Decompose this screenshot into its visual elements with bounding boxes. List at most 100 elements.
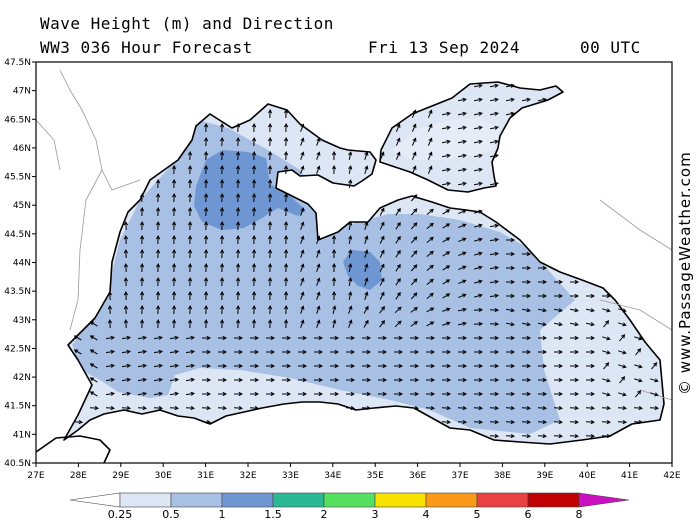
- wave-arrow: [473, 97, 483, 102]
- wave-arrow: [139, 318, 145, 329]
- wave-arrow: [474, 279, 483, 284]
- wave-arrow: [410, 320, 419, 327]
- wave-arrow: [473, 307, 484, 313]
- wave-arrow: [362, 391, 372, 397]
- wave-arrow: [378, 349, 388, 355]
- wave-arrow: [169, 363, 180, 368]
- wave-arrow: [427, 137, 433, 146]
- wave-arrow: [379, 319, 386, 328]
- wave-arrow: [618, 392, 627, 397]
- wave-arrow: [139, 304, 145, 315]
- wave-arrow: [300, 263, 305, 272]
- wave-arrow: [411, 109, 417, 118]
- wave-arrow: [395, 151, 401, 160]
- wave-arrow: [489, 181, 499, 186]
- wave-arrow: [442, 251, 451, 257]
- wave-arrow: [537, 322, 547, 327]
- wave-arrow: [153, 349, 164, 354]
- wave-arrow: [442, 377, 452, 383]
- wave-arrow: [203, 304, 209, 315]
- wave-arrow: [474, 251, 483, 256]
- colorbar-swatch: [323, 492, 376, 508]
- wave-arrow: [300, 221, 305, 230]
- wave-arrow: [283, 122, 289, 133]
- wave-arrow: [267, 318, 273, 329]
- wave-arrow: [121, 391, 132, 396]
- wave-arrow: [348, 263, 353, 272]
- wave-arrow: [473, 153, 483, 158]
- wave-arrow: [651, 362, 658, 370]
- wave-arrow: [203, 318, 209, 329]
- wave-arrow: [427, 165, 433, 174]
- wave-arrow: [362, 363, 372, 369]
- wave-arrow: [603, 320, 610, 328]
- wave-arrow: [105, 349, 116, 354]
- wave-arrow: [522, 377, 532, 383]
- wave-arrow: [394, 306, 402, 314]
- wave-arrow: [634, 336, 643, 341]
- wave-arrow: [187, 290, 193, 301]
- wave-arrow: [155, 178, 161, 189]
- wave-arrow: [219, 290, 225, 301]
- wave-arrow: [282, 349, 292, 355]
- wave-arrow: [267, 304, 273, 315]
- wave-arrow: [348, 221, 353, 230]
- colorbar-label: 0.5: [162, 508, 180, 521]
- wave-arrow: [251, 304, 257, 315]
- wave-arrow: [474, 293, 483, 298]
- wave-arrow: [267, 108, 273, 119]
- wave-arrow: [489, 279, 500, 284]
- wave-arrow: [490, 363, 500, 369]
- wave-arrow: [137, 349, 148, 354]
- wave-arrow: [203, 248, 209, 259]
- wave-arrow: [650, 392, 659, 397]
- wave-arrow: [458, 209, 467, 215]
- wave-arrow: [489, 153, 499, 158]
- wave-arrow: [251, 178, 257, 189]
- wave-arrow: [649, 405, 660, 411]
- wave-arrow: [473, 83, 483, 88]
- wave-arrow: [187, 164, 193, 175]
- wave-arrow: [219, 122, 225, 133]
- wave-arrow: [139, 262, 145, 273]
- wave-arrow: [316, 151, 321, 160]
- wave-arrow: [601, 433, 612, 439]
- wave-arrow: [105, 363, 116, 368]
- wave-arrow: [201, 419, 212, 425]
- wave-arrow: [505, 308, 515, 313]
- wave-arrow: [218, 377, 228, 383]
- colorbar-max-triangle: [578, 492, 630, 508]
- wave-arrow: [235, 220, 241, 231]
- wave-arrow: [489, 265, 500, 270]
- wave-arrow: [553, 405, 564, 411]
- wave-arrow: [283, 234, 289, 245]
- wave-arrow: [73, 349, 82, 355]
- wave-arrow: [554, 349, 564, 355]
- wave-arrow: [316, 319, 321, 328]
- wave-arrow: [348, 277, 353, 286]
- wave-arrow: [585, 405, 596, 411]
- wave-arrow: [89, 391, 98, 397]
- wave-arrow: [505, 97, 515, 102]
- wave-arrow: [251, 290, 257, 301]
- wave-arrow: [473, 139, 483, 144]
- colorbar-label: 6: [524, 508, 532, 521]
- wave-arrow: [121, 405, 132, 411]
- wave-arrow: [235, 122, 241, 133]
- wave-arrow: [155, 248, 161, 259]
- wave-arrow: [379, 235, 385, 244]
- wave-arrow: [426, 335, 436, 341]
- wave-arrow: [171, 290, 177, 301]
- wave-arrow: [283, 108, 289, 119]
- wave-arrow: [426, 377, 436, 383]
- wave-arrow: [123, 234, 129, 245]
- wave-arrow: [348, 319, 353, 328]
- wave-arrow: [457, 405, 468, 411]
- wave-arrow: [379, 305, 386, 314]
- wave-arrow: [235, 234, 241, 245]
- wave-arrow: [171, 318, 177, 329]
- wave-arrow: [89, 349, 98, 355]
- colorbar-label: 4: [422, 508, 430, 521]
- wave-arrow: [442, 223, 451, 229]
- wave-arrow: [522, 335, 532, 341]
